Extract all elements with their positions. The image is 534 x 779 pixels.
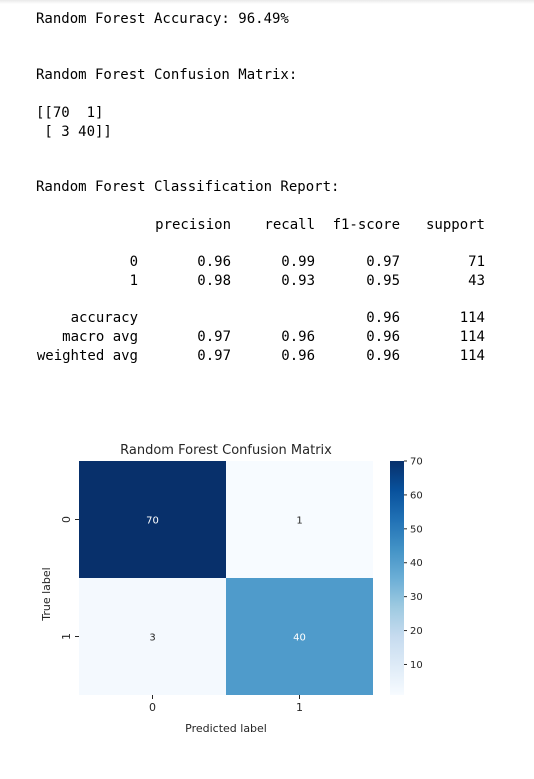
cell-top-border	[0, 0, 534, 4]
report-f1: 0.96	[366, 329, 400, 345]
heatmap-cell-0-1	[226, 461, 373, 578]
colorbar-tick-label: 20	[410, 626, 423, 637]
confusion-matrix-row-1: [ 3 40]]	[36, 124, 112, 140]
report-row-label: accuracy	[70, 310, 138, 326]
confusion-matrix-row-0: [[70 1]	[36, 105, 104, 121]
report-precision: 0.97	[197, 329, 231, 345]
colorbar	[390, 461, 404, 695]
report-row-label: 0	[129, 254, 138, 270]
colorbar-tick-label: 50	[410, 524, 423, 535]
heatmap-title: Random Forest Confusion Matrix	[120, 443, 332, 458]
report-row-label: 1	[129, 273, 138, 289]
colorbar-tick-label: 70	[410, 457, 423, 468]
report-row-label: weighted avg	[36, 348, 138, 364]
y-axis-label: True label	[40, 567, 53, 621]
report-header-precision: precision	[155, 217, 231, 233]
confusion-matrix-heading: Random Forest Confusion Matrix:	[36, 67, 298, 83]
classification-report-heading: Random Forest Classification Report:	[36, 179, 340, 195]
heatmap-annotation: 1	[296, 516, 302, 527]
report-f1: 0.97	[366, 254, 400, 270]
report-recall: 0.93	[281, 273, 315, 289]
report-recall: 0.96	[281, 348, 315, 364]
colorbar-tick-label: 30	[410, 592, 423, 603]
colorbar-tick-label: 40	[410, 558, 423, 569]
x-tick-label: 1	[296, 701, 303, 714]
accuracy-output: Random Forest Accuracy: 96.49%	[36, 11, 289, 27]
report-row-label: macro avg	[62, 329, 138, 345]
report-header-support: support	[425, 217, 485, 233]
report-precision: 0.98	[197, 273, 231, 289]
report-precision: 0.96	[197, 254, 231, 270]
report-support: 114	[459, 348, 485, 364]
heatmap-annotation: 3	[149, 633, 155, 644]
heatmap-annotation: 70	[146, 516, 159, 527]
x-axis-label: Predicted label	[185, 722, 267, 735]
classification-report-table: precision recall f1-score support 0 0.96…	[36, 217, 485, 364]
report-f1: 0.96	[366, 310, 400, 326]
colorbar-tick-label: 60	[410, 490, 423, 501]
report-support: 71	[468, 254, 485, 270]
heatmap-cell-0-0	[79, 461, 226, 578]
y-tick-label: 1	[60, 633, 73, 640]
report-support: 43	[468, 273, 485, 289]
heatmap-cell-1-1	[226, 578, 373, 695]
colorbar-tick-label: 10	[410, 660, 423, 671]
heatmap-cell-1-0	[79, 578, 226, 695]
x-tick-label: 0	[149, 701, 156, 714]
report-f1: 0.95	[366, 273, 400, 289]
report-f1: 0.96	[366, 348, 400, 364]
report-recall: 0.99	[281, 254, 315, 270]
y-tick-label: 0	[60, 516, 73, 523]
report-precision: 0.97	[197, 348, 231, 364]
report-recall: 0.96	[281, 329, 315, 345]
heatmap-annotation: 40	[293, 633, 306, 644]
report-support: 114	[459, 310, 485, 326]
confusion-matrix-heatmap: Random Forest Confusion Matrix 70 1 3 40 0 1…	[40, 443, 423, 735]
report-header-f1-score: f1-score	[332, 217, 400, 233]
report-support: 114	[459, 329, 485, 345]
report-header-recall: recall	[264, 217, 315, 233]
